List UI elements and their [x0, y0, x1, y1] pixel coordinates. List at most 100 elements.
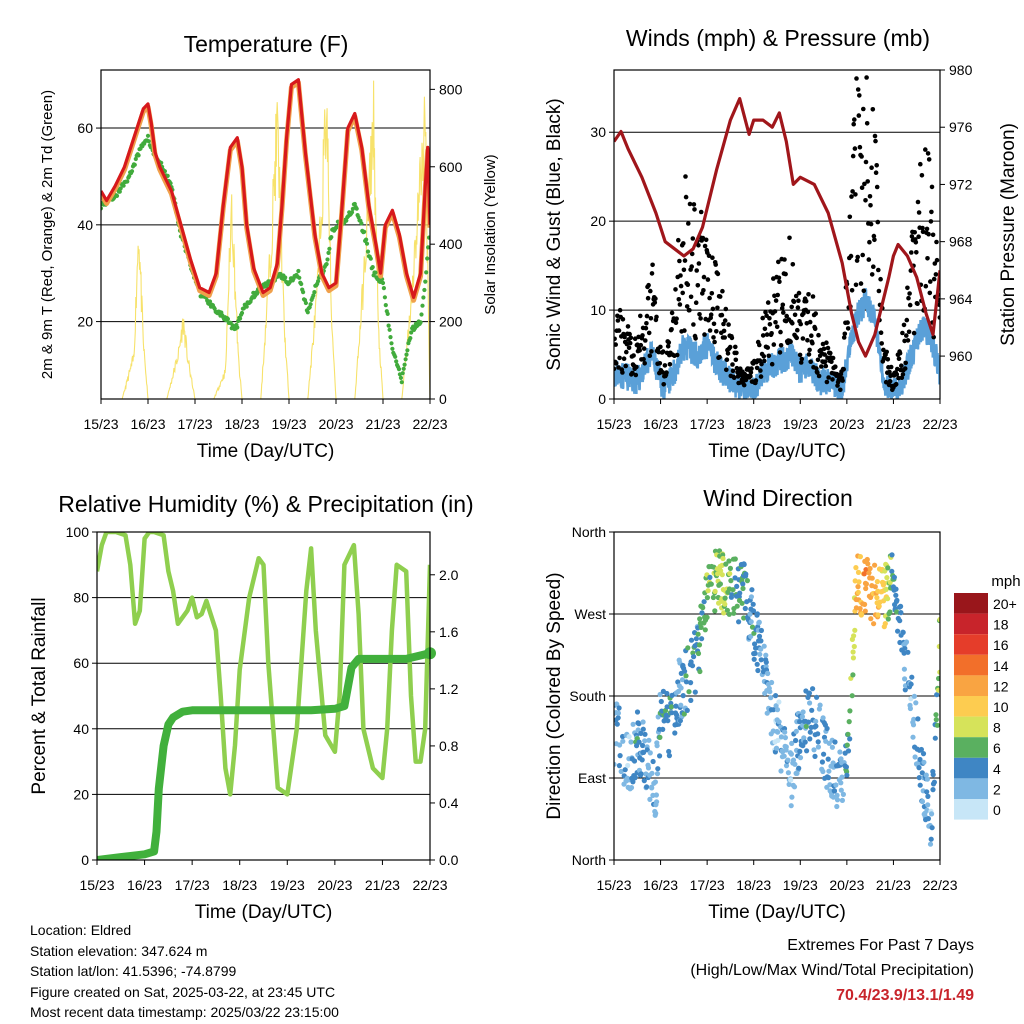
wind-direction-point — [824, 725, 830, 732]
wind-direction-point — [907, 705, 914, 712]
gust-point — [689, 251, 695, 257]
wind-direction-point — [826, 768, 832, 774]
wind-direction-point — [639, 757, 645, 763]
wind-direction-point — [705, 588, 711, 594]
wind-direction-point — [804, 748, 810, 754]
wind-direction-point — [793, 728, 799, 735]
wind-direction-point — [871, 621, 877, 627]
wind-direction-point — [845, 748, 852, 754]
wind-direction-point — [754, 611, 761, 617]
wind-direction-point — [928, 836, 934, 842]
gust-point — [680, 290, 685, 296]
speed-legend-swatch — [954, 799, 988, 820]
gust-point — [896, 356, 902, 362]
wind-direction-point — [815, 739, 821, 745]
gust-point — [643, 338, 648, 343]
winds-xtick-label: 22/23 — [922, 416, 957, 432]
gust-point — [719, 312, 725, 318]
humidity-plot-area — [97, 532, 430, 860]
wind-direction-point — [649, 770, 655, 776]
wind-direction-point — [630, 721, 636, 727]
wind-direction-point — [882, 621, 888, 627]
wind-direction-point — [673, 703, 679, 709]
gust-point — [906, 329, 912, 335]
speed-legend-swatch — [954, 737, 988, 758]
gust-point — [616, 328, 622, 333]
wind-direction-point — [775, 737, 781, 744]
wind-direction-point — [680, 693, 686, 699]
wind-direction-point — [782, 729, 788, 735]
winds-ytick-right-label: 964 — [949, 291, 973, 307]
wind-direction-point — [937, 669, 940, 675]
dewpoint-point — [129, 169, 135, 174]
gust-point — [765, 345, 770, 350]
gust-point — [712, 339, 717, 345]
wind-direction-point — [847, 736, 853, 742]
gust-point — [773, 320, 778, 325]
gust-point — [707, 328, 713, 333]
wind-direction-point — [614, 721, 620, 727]
wind-direction-point — [770, 707, 777, 713]
gust-point — [888, 364, 894, 370]
gust-point — [868, 221, 874, 227]
gust-point — [866, 257, 872, 262]
wind-direction-point — [857, 554, 864, 560]
speed-legend-swatch — [954, 778, 988, 799]
wind-direction-point — [909, 674, 915, 680]
gust-point — [702, 243, 708, 249]
wind-direction-point — [620, 738, 626, 744]
gust-point — [795, 327, 800, 333]
gust-point — [806, 352, 812, 357]
gust-point — [711, 321, 717, 327]
wind-direction-point — [855, 569, 862, 576]
wind-direction-point — [895, 628, 901, 634]
gust-point — [800, 336, 806, 341]
dewpoint-point — [422, 287, 427, 293]
dewpoint-point — [365, 249, 371, 254]
gust-point — [657, 361, 663, 366]
wind-direction-point — [801, 735, 807, 741]
gust-point — [748, 373, 753, 379]
dewpoint-point — [383, 303, 388, 308]
extremes-subheading: (High/Low/Max Wind/Total Precipitation) — [690, 962, 974, 979]
dewpoint-point — [132, 162, 137, 167]
gust-point — [915, 199, 921, 205]
speed-legend-label: 2 — [993, 781, 1001, 797]
gust-point — [857, 93, 862, 98]
wind-direction-point — [683, 673, 689, 679]
wind-direction-point — [722, 601, 728, 607]
gust-point — [664, 370, 669, 375]
wind-direction-point — [647, 750, 653, 756]
wind-direction-point — [838, 756, 844, 762]
wind-direction-point — [668, 704, 675, 710]
gust-point — [773, 298, 779, 303]
gust-point — [915, 301, 920, 307]
dewpoint-point — [125, 179, 130, 184]
wind-direction-point — [755, 667, 761, 674]
gust-point — [812, 326, 818, 332]
dewpoint-point — [394, 359, 399, 364]
gust-point — [717, 354, 722, 360]
gust-point — [776, 259, 781, 265]
wind-direction-point — [781, 753, 787, 759]
gust-point — [642, 361, 647, 366]
wind-direction-point — [840, 791, 847, 798]
gust-point — [723, 306, 729, 312]
wind-direction-point — [789, 794, 795, 800]
gust-point — [841, 367, 846, 372]
gust-point — [703, 237, 709, 243]
wind-direction-point — [773, 703, 779, 709]
wind-direction-point — [689, 663, 696, 669]
winds-xtick-label: 17/23 — [690, 416, 725, 432]
winds-chart: Winds (mph) & Pressure (mb) 0 10 20 30 960 964… — [544, 25, 1019, 462]
humidity-xlabel: Time (Day/UTC) — [195, 902, 333, 923]
dewpoint-point — [117, 189, 122, 194]
gust-point — [854, 76, 859, 81]
gust-point — [774, 324, 780, 330]
direction-xlabel: Time (Day/UTC) — [708, 902, 846, 923]
wind-direction-point — [644, 784, 650, 790]
gust-point — [761, 354, 767, 359]
wind-direction-point — [707, 574, 713, 581]
gust-point — [805, 338, 810, 343]
